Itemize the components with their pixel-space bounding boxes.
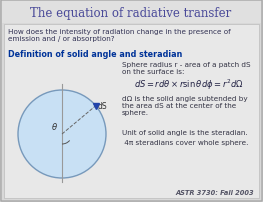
Text: Definition of solid angle and steradian: Definition of solid angle and steradian bbox=[8, 50, 182, 59]
Text: The equation of radiative transfer: The equation of radiative transfer bbox=[30, 6, 232, 19]
Text: dΩ is the solid angle subtended by
the area dS at the center of the
sphere.: dΩ is the solid angle subtended by the a… bbox=[122, 96, 248, 115]
Text: 4π steradians cover whole sphere.: 4π steradians cover whole sphere. bbox=[122, 139, 248, 145]
Text: $dS = rd\theta \times r\sin\theta d\phi = r^2 d\Omega$: $dS = rd\theta \times r\sin\theta d\phi … bbox=[134, 78, 244, 92]
Text: Sphere radius r - area of a patch dS
on the surface is:: Sphere radius r - area of a patch dS on … bbox=[122, 62, 251, 75]
Text: ASTR 3730: Fall 2003: ASTR 3730: Fall 2003 bbox=[175, 189, 254, 195]
Bar bbox=[2, 2, 261, 24]
Bar bbox=[4, 25, 259, 198]
Text: How does the intensity of radiation change in the presence of
emission and / or : How does the intensity of radiation chan… bbox=[8, 29, 231, 42]
Text: Unit of solid angle is the steradian.: Unit of solid angle is the steradian. bbox=[122, 129, 248, 135]
Text: $\theta$: $\theta$ bbox=[51, 120, 58, 131]
Text: dS: dS bbox=[98, 101, 107, 110]
Circle shape bbox=[18, 90, 106, 178]
